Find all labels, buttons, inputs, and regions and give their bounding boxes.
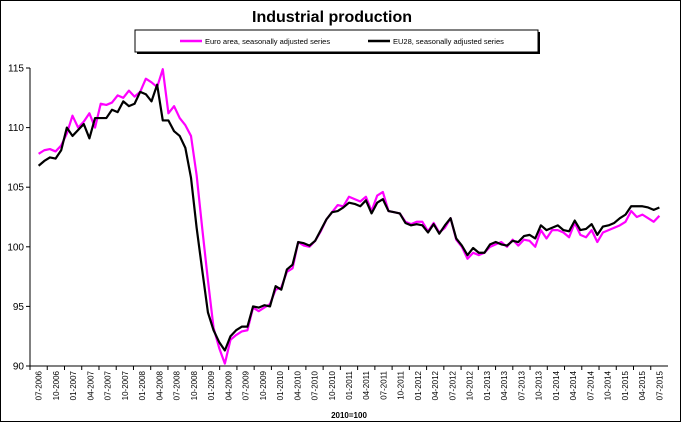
y-tick-label: 100 [7,242,24,253]
x-tick-label: 10-2008 [190,370,199,400]
x-tick-label: 04-2008 [155,370,164,400]
series-line-eu28 [37,83,660,352]
x-tick-label: 01-2011 [345,370,354,399]
x-axis-ticks: 07-2006 10-2006 01-2007 04-2007 07-2007 10-20… [29,366,664,400]
x-tick-label: 04-2011 [362,370,371,399]
x-tick-label: 04-2015 [638,370,647,400]
x-tick-label: 01-2014 [552,370,561,400]
x-tick-label: 10-2011 [397,370,406,399]
x-tick-label: 01-2013 [483,370,492,400]
x-tick-label: 01-2007 [69,370,78,400]
x-tick-label: 01-2008 [138,370,147,400]
series-lines [37,68,661,365]
x-tick-label: 10-2010 [328,370,337,400]
legend-box [134,29,539,53]
legend-label-euro-area: Euro area, seasonally adjusted series [205,37,330,46]
x-tick-label: 01-2009 [207,370,216,400]
x-tick-label: 07-2012 [448,370,457,400]
x-tick-label: 01-2012 [414,370,423,400]
legend: Euro area, seasonally adjusted series EU… [134,29,540,54]
x-tick-label: 04-2007 [86,370,95,400]
x-tick-label: 07-2008 [173,370,182,400]
x-axis-label: 2010=100 [331,411,367,420]
x-tick-label: 07-2006 [35,370,44,400]
x-tick-label: 07-2009 [242,370,251,400]
y-tick-label: 115 [8,64,24,75]
x-tick-label: 07-2011 [379,370,388,399]
x-tick-label: 07-2007 [104,370,113,400]
x-tick-label: 04-2010 [293,370,302,400]
y-tick-label: 110 [8,123,24,134]
chart-title: Industrial production [252,9,412,26]
x-tick-label: 04-2013 [500,370,509,400]
y-tick-label: 95 [13,302,25,313]
x-tick-label: 07-2010 [311,370,320,400]
x-tick-label: 01-2015 [621,370,630,400]
y-tick-label: 90 [13,362,25,373]
y-axis-ticks: 90 95 100 105 110 115 [7,64,30,373]
legend-label-eu28: EU28, seasonally adjusted series [393,37,504,46]
x-tick-label: 07-2013 [517,370,526,400]
x-tick-label: 10-2006 [52,370,61,400]
series-line-euro-area [38,68,661,365]
x-tick-label: 10-2012 [466,370,475,400]
x-tick-label: 10-2013 [535,370,544,400]
y-tick-label: 105 [7,183,24,194]
x-tick-label: 04-2009 [224,370,233,400]
x-tick-label: 04-2012 [431,370,440,400]
x-tick-label: 10-2014 [604,370,613,400]
x-tick-label: 07-2014 [586,370,595,400]
x-tick-label: 10-2009 [259,370,268,400]
x-tick-label: 07-2015 [655,370,664,400]
x-tick-label: 10-2007 [121,370,130,400]
x-tick-label: 01-2010 [276,370,285,400]
x-tick-label: 04-2014 [569,370,578,400]
